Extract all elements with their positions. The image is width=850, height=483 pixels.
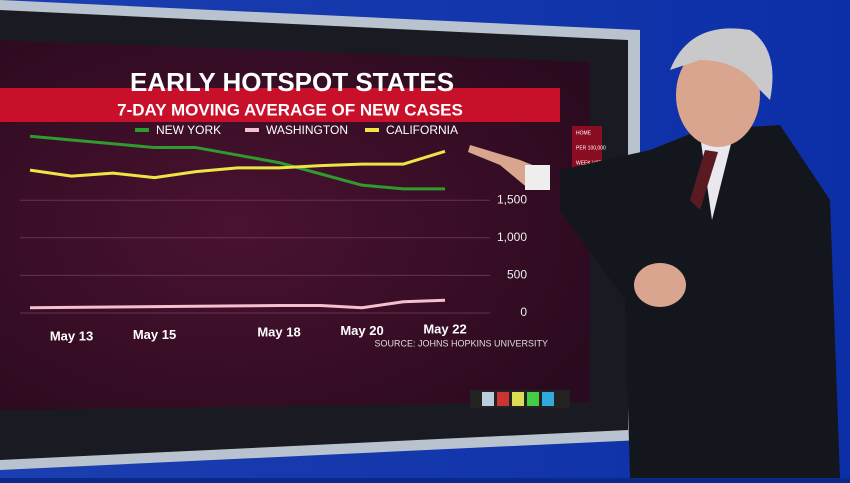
y-tick-label: 0 (520, 305, 527, 319)
series-line (29, 149, 446, 180)
swatch (512, 392, 524, 406)
presenter (468, 28, 840, 478)
x-tick-label: May 22 (423, 321, 466, 336)
legend-label: CALIFORNIA (386, 123, 458, 137)
x-tick-label: May 20 (340, 323, 383, 338)
x-tick-label: May 15 (133, 327, 176, 342)
swatch (482, 392, 494, 406)
x-tick-label: May 13 (50, 329, 93, 344)
subtitle-band (0, 88, 560, 122)
legend-label: NEW YORK (156, 123, 221, 137)
series-line (29, 298, 446, 310)
plot-panel (0, 40, 590, 410)
x-tick-label: May 18 (257, 325, 300, 340)
menu-button[interactable]: PER 100,000 (576, 145, 606, 151)
menu-button[interactable]: HOME (576, 130, 592, 136)
swatch (542, 392, 554, 406)
legend-label: WASHINGTON (266, 123, 348, 137)
y-tick-label: 1,500 (497, 192, 527, 206)
tie (690, 150, 718, 210)
hair (670, 28, 773, 100)
chart-title: EARLY HOTSPOT STATES (130, 67, 454, 97)
swatch (527, 392, 539, 406)
source-note: SOURCE: JOHNS HOPKINS UNIVERSITY (374, 338, 548, 348)
cuff (525, 165, 550, 190)
hand (634, 263, 686, 307)
swatch (497, 392, 509, 406)
y-tick-label: 500 (507, 268, 527, 282)
y-tick-label: 1,000 (497, 230, 527, 244)
chart-subtitle: 7-DAY MOVING AVERAGE OF NEW CASES (117, 100, 463, 119)
suit (560, 125, 840, 478)
plot: 0 500 1,000 1,500 May 13 May 15 May 18 May 20 Ma… (20, 123, 527, 344)
series-line (29, 134, 445, 191)
